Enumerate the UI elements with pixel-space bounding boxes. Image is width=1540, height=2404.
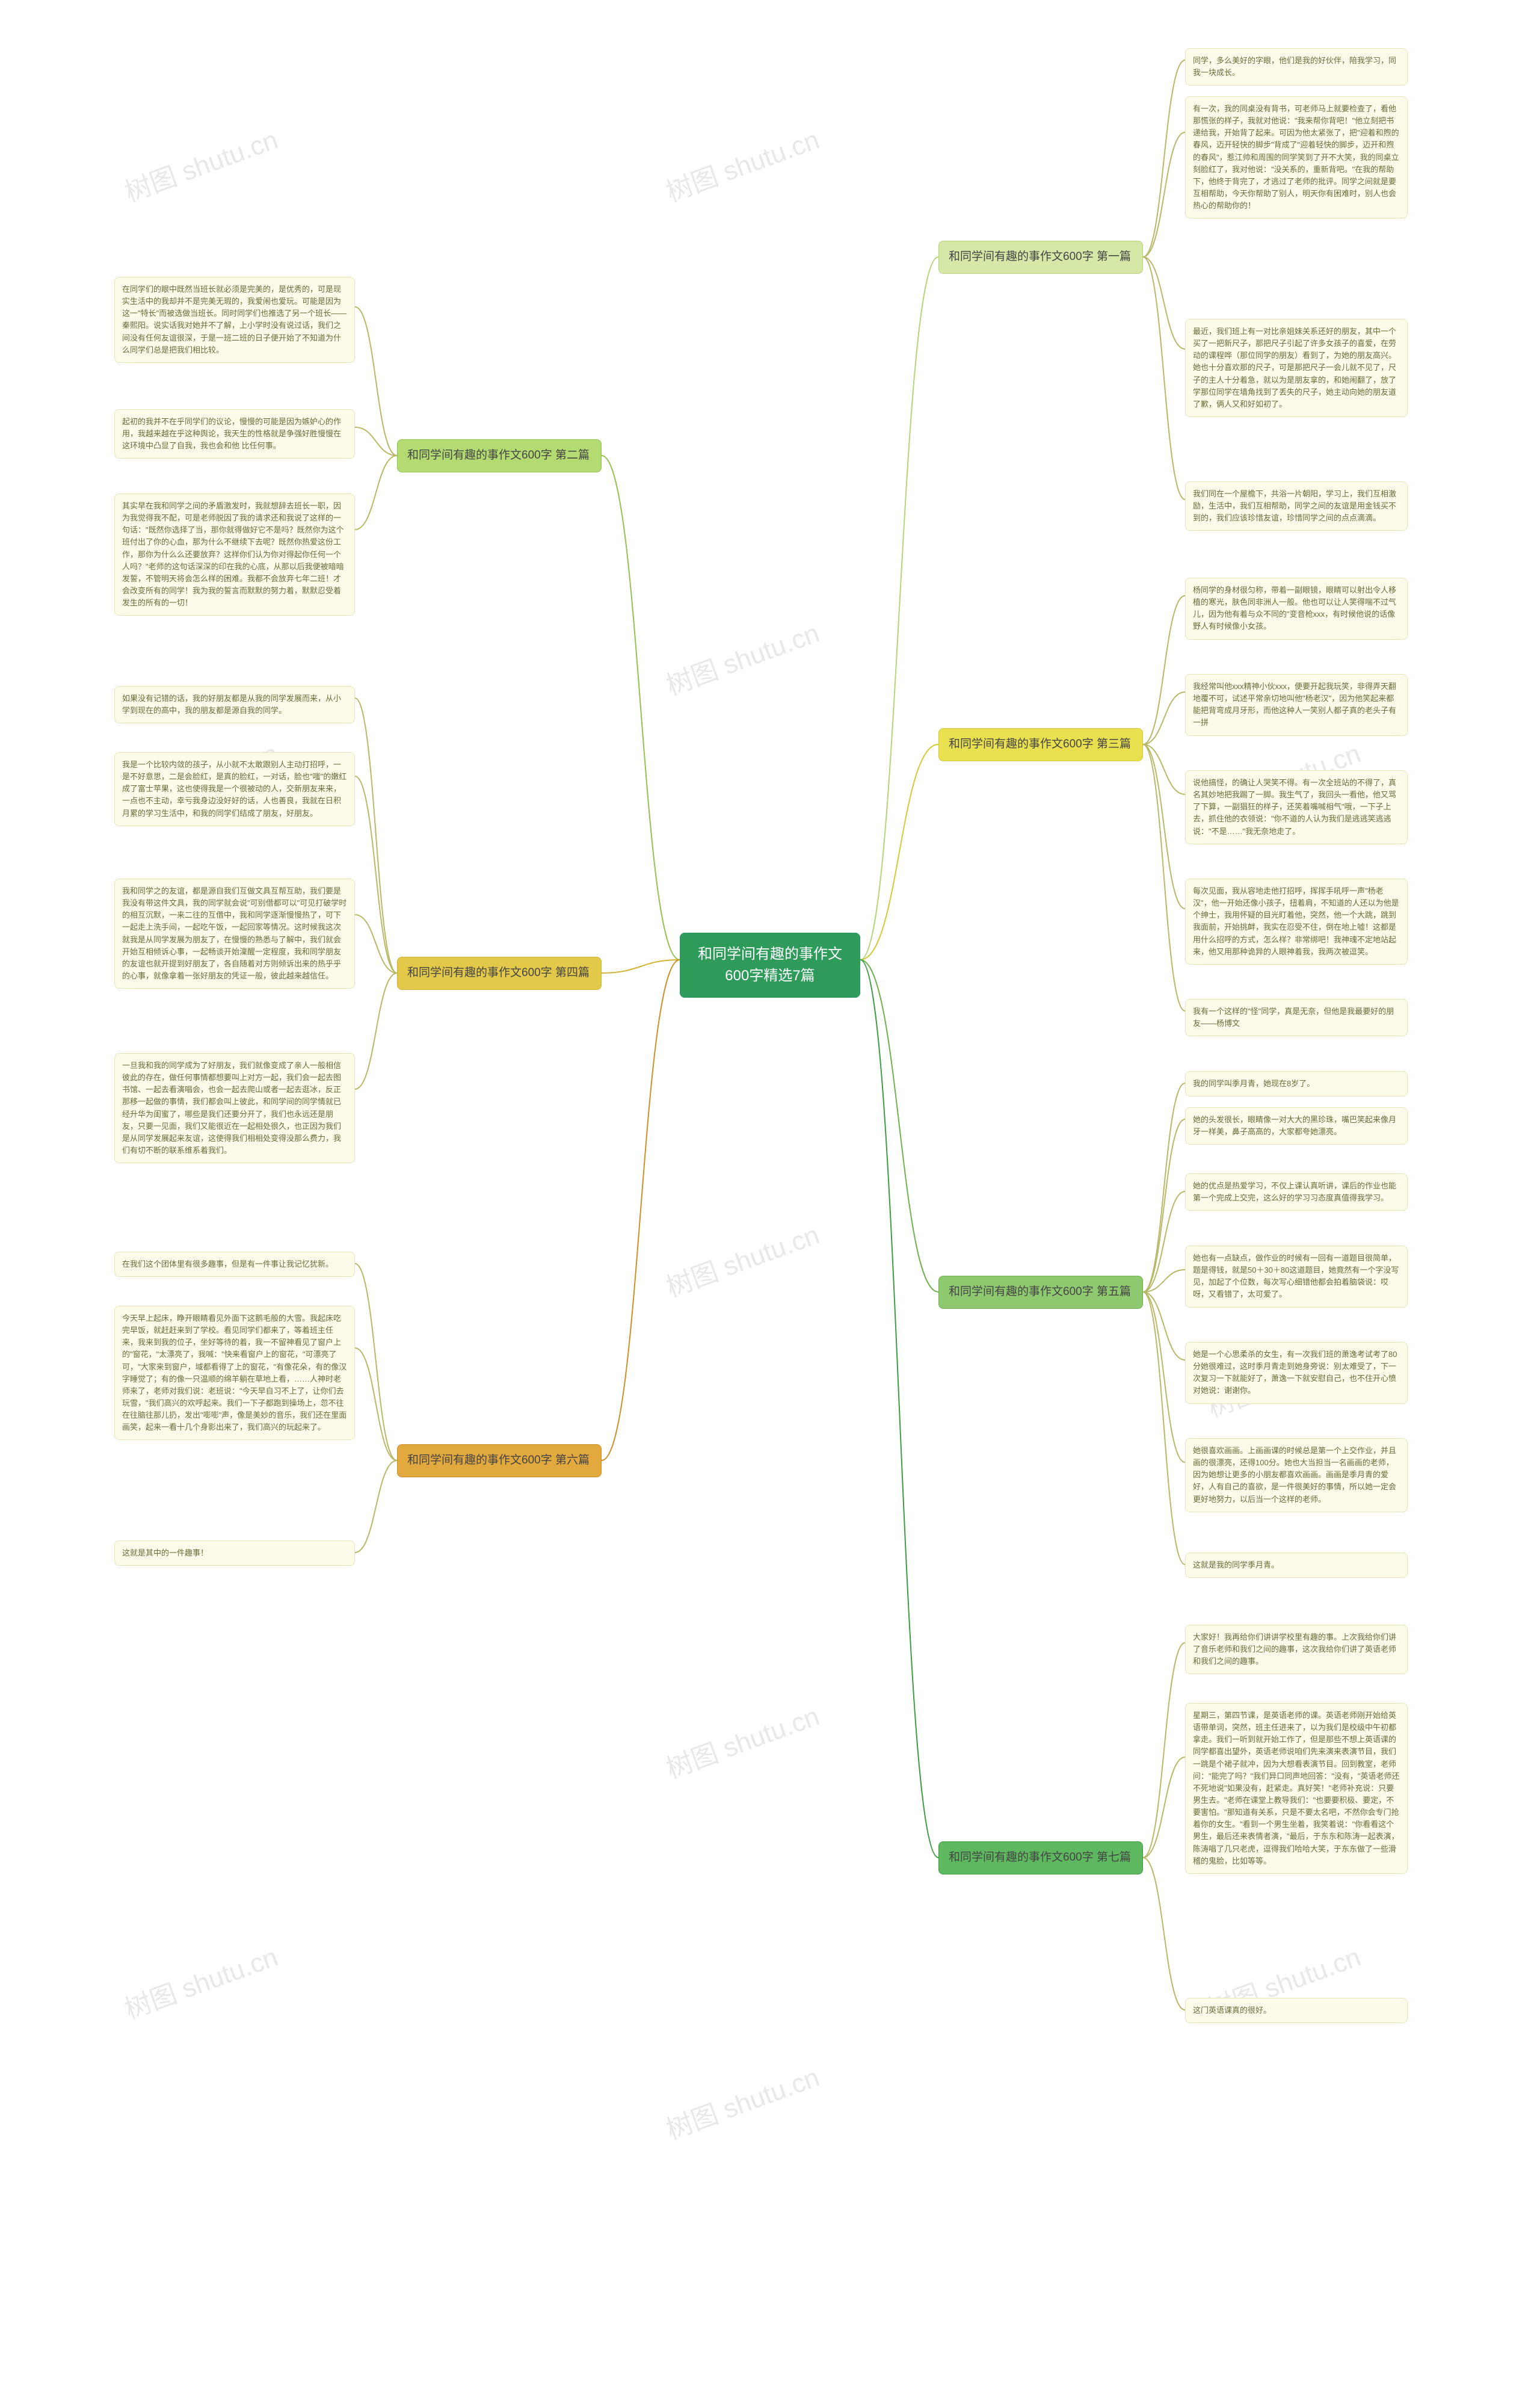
leaf-p7-1: 星期三，第四节课，是英语老师的课。英语老师刚开始给英语带单词，突然，班主任进来了… [1185,1703,1408,1874]
branch-p4: 和同学间有趣的事作文600字 第四篇 [397,957,602,990]
branch-p1: 和同学间有趣的事作文600字 第一篇 [938,241,1143,274]
branch-p6: 和同学间有趣的事作文600字 第六篇 [397,1444,602,1477]
leaf-p7-0: 大家好！我再给你们讲讲学校里有趣的事。上次我给你们讲了音乐老师和我们之间的趣事，… [1185,1625,1408,1674]
watermark: 树图 shutu.cn [119,1935,282,2026]
leaf-p2-1: 起初的我并不在乎同学们的议论，慢慢的可能是因为嫉妒心的作用，我越来越在乎这种舆论… [114,409,355,459]
leaf-p6-1: 今天早上起床，睁开眼睛看见外面下这鹅毛般的大雪。我起床吃完早饭，就赶赶来到了学校… [114,1306,355,1440]
leaf-p1-2: 最近，我们班上有一对比亲姐妹关系还好的朋友，其中一个买了一把新尺子，那把尺子引起… [1185,319,1408,417]
leaf-p5-4: 她是一个心思柔杀的女生，有一次我们班的萧逸考试考了80分她很难过，这时季月青走到… [1185,1342,1408,1404]
leaf-p3-4: 我有一个这样的"怪"同学，真是无奈，但他是我最要好的朋友——杨博文 [1185,999,1408,1036]
leaf-p2-2: 其实早在我和同学之间的矛盾激发时，我就想辞去班长一职，因为我觉得我不配，可是老师… [114,493,355,616]
leaf-p4-0: 如果没有记错的话，我的好朋友都是从我的同学发展而来，从小学到现在的高中，我的朋友… [114,686,355,723]
branch-p2: 和同学间有趣的事作文600字 第二篇 [397,439,602,472]
leaf-p1-1: 有一次，我的同桌没有背书，可老师马上就要检查了，看他那慌张的样子，我就对他说："… [1185,96,1408,218]
branch-p7: 和同学间有趣的事作文600字 第七篇 [938,1841,1143,1874]
leaf-p2-0: 在同学们的眼中既然当班长就必须是完美的，是优秀的，可是现实生活中的我却并不是完美… [114,277,355,363]
leaf-p4-2: 我和同学之的友谊，都是源自我们互做文具互帮互助，我们要是我没有带这件文具，我的同… [114,879,355,989]
branch-p5: 和同学间有趣的事作文600字 第五篇 [938,1276,1143,1309]
leaf-p5-2: 她的优点是热爱学习，不仅上课认真听讲，课后的作业也能第一个完成上交完，这么好的学… [1185,1173,1408,1211]
leaf-p7-2: 这门英语课真的很好。 [1185,1998,1408,2023]
leaf-p3-3: 每次见面，我从容地走他打招呼，挥挥手吼呼一声"杨老汉"，他一开始还像小孩子，扭着… [1185,879,1408,965]
leaf-p5-0: 我的同学叫季月青，她现在8岁了。 [1185,1071,1408,1096]
leaf-p4-1: 我是一个比较内敛的孩子，从小就不太敢跟别人主动打招呼，一是不好意思，二是会脸红，… [114,752,355,826]
leaf-p1-3: 我们同在一个屋檐下，共浴一片朝阳，学习上，我们互相激励，生活中，我们互相帮助，同… [1185,481,1408,531]
leaf-p5-6: 这就是我的同学季月青。 [1185,1553,1408,1578]
watermark: 树图 shutu.cn [660,118,824,209]
leaf-p6-0: 在我们这个团体里有很多趣事，但是有一件事让我记忆犹新。 [114,1252,355,1277]
leaf-p4-3: 一旦我和我的同学成为了好朋友，我们就像变成了亲人一般相信彼此的存在，做任何事情都… [114,1053,355,1163]
leaf-p1-0: 同学，多么美好的字眼，他们是我的好伙伴，陪我学习，同我一块成长。 [1185,48,1408,85]
watermark: 树图 shutu.cn [660,1213,824,1304]
watermark: 树图 shutu.cn [660,1695,824,1785]
watermark: 树图 shutu.cn [119,118,282,209]
leaf-p3-0: 杨同学的身材很匀称，带着一副眼镜，眼睛可以射出令人移植的寒光，肤色同非洲人一般。… [1185,578,1408,640]
leaf-p3-2: 说他搞怪，的确让人哭笑不得。有一次全班站的不得了，真名其妙地把我踢了一脚。我生气… [1185,770,1408,844]
leaf-p5-1: 她的头发很长，眼睛像一对大大的黑珍珠，嘴巴笑起来像月牙一样美，鼻子高高的，大家都… [1185,1107,1408,1145]
watermark: 树图 shutu.cn [660,2056,824,2146]
leaf-p5-3: 她也有一点缺点，做作业的时候有一回有一道题目很简单，题是得钱，就是50＋30＋8… [1185,1246,1408,1308]
watermark: 树图 shutu.cn [660,611,824,702]
branch-p3: 和同学间有趣的事作文600字 第三篇 [938,728,1143,761]
central-topic: 和同学间有趣的事作文600字精选7篇 [680,933,860,998]
leaf-p6-2: 这就是其中的一件趣事！ [114,1540,355,1566]
leaf-p3-1: 我经常叫他xxx精神小伙xxx，便要开起我玩笑，非得弄天翻地覆不可，试述平常亲切… [1185,674,1408,736]
leaf-p5-5: 她很喜欢画画。上画画课的时候总是第一个上交作业，并且画的很漂亮，还得100分。她… [1185,1438,1408,1512]
